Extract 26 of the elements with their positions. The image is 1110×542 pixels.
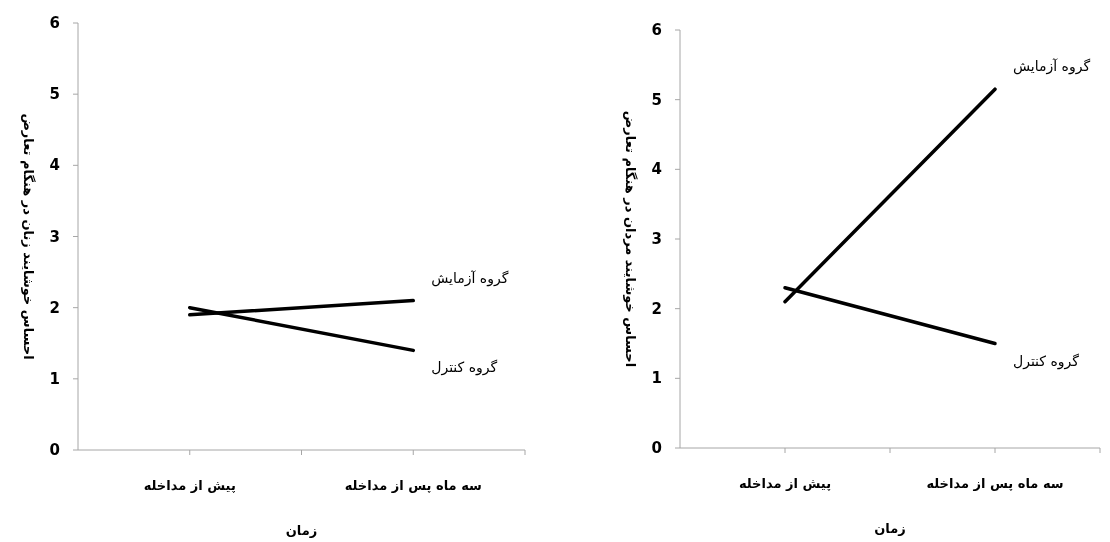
- y-tick-label: 2: [651, 299, 662, 318]
- y-tick-label: 5: [49, 85, 60, 104]
- y-tick-label: 5: [651, 90, 662, 109]
- y-tick-label: 2: [49, 298, 60, 317]
- y-tick-label: 0: [651, 439, 662, 457]
- y-tick-label: 3: [49, 227, 60, 246]
- y-tick-label: 0: [49, 441, 60, 459]
- y-tick-label: 6: [651, 21, 662, 39]
- series-label: گروه آزمایش: [1013, 58, 1091, 76]
- y-tick-label: 4: [651, 160, 662, 179]
- y-tick-label: 1: [49, 369, 60, 388]
- x-tick-label: پیش از مداخله: [143, 478, 236, 493]
- series-label: گروه کنترل: [431, 359, 498, 377]
- y-axis-title: احساس خوشایند زنان در هنگام تعارض: [19, 113, 36, 360]
- x-axis-title: زمان: [285, 523, 318, 538]
- y-axis-title: احساس خوشایند مردان در هنگام تعارض: [621, 110, 638, 368]
- y-tick-label: 1: [651, 369, 662, 388]
- y-tick-label: 6: [49, 14, 60, 32]
- series-label: گروه کنترل: [1013, 352, 1080, 370]
- x-tick-label: پیش از مداخله: [738, 476, 832, 491]
- x-tick-label: سه ماه پس از مداخله: [926, 476, 1064, 491]
- y-tick-label: 4: [49, 156, 60, 175]
- x-axis-title: زمان: [874, 521, 906, 536]
- y-tick-label: 3: [651, 230, 662, 248]
- x-tick-label: سه ماه پس از مداخله: [344, 478, 482, 493]
- series-label: گروه آزمایش: [431, 269, 509, 287]
